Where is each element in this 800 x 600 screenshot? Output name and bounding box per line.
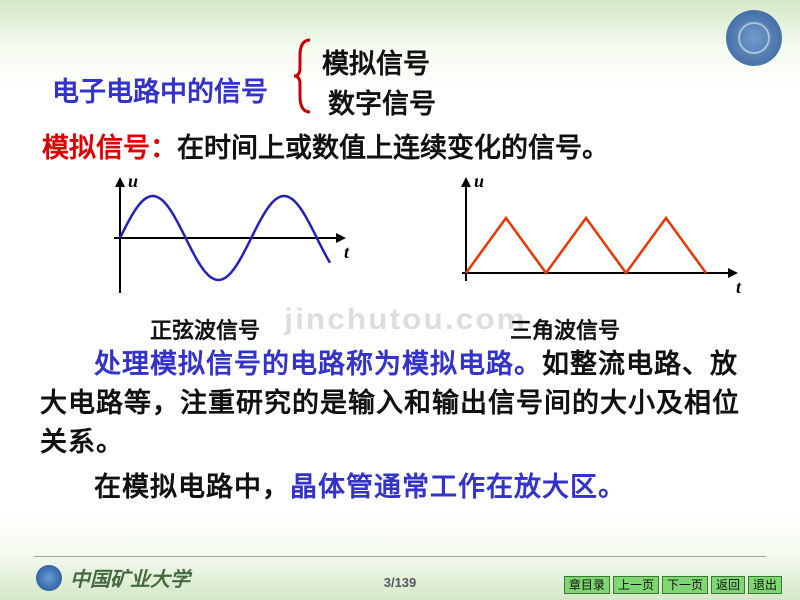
nav-next-button[interactable]: 下一页 — [662, 576, 708, 594]
para2-pre: 在模拟电路中， — [94, 472, 290, 502]
paragraph-2: 在模拟电路中，晶体管通常工作在放大区。 — [40, 468, 760, 507]
nav-toc-button[interactable]: 章目录 — [564, 576, 610, 594]
svg-text:t: t — [736, 277, 742, 297]
signal-heading: 电子电路中的信号 — [52, 70, 268, 109]
svg-text:u: u — [128, 173, 138, 191]
nav-bar: 章目录 上一页 下一页 返回 退出 — [564, 576, 782, 594]
svg-text:u: u — [474, 173, 484, 191]
sine-caption: 正弦波信号 — [150, 313, 260, 345]
nav-back-button[interactable]: 返回 — [711, 576, 745, 594]
svg-text:t: t — [344, 242, 350, 262]
para2-emphasis: 晶体管通常工作在放大区。 — [290, 472, 626, 502]
curly-brace — [294, 38, 314, 114]
definition-term: 模拟信号： — [42, 133, 177, 163]
slide-content: 电子电路中的信号 模拟信号 数字信号 模拟信号：在时间上或数值上连续变化的信号。… — [40, 40, 760, 508]
footer-divider — [34, 556, 766, 557]
nav-prev-button[interactable]: 上一页 — [613, 576, 659, 594]
page-number: 3/139 — [384, 575, 417, 590]
definition-body: 在时间上或数值上连续变化的信号。 — [177, 133, 609, 163]
watermark: jinchutou.com — [284, 303, 527, 337]
sine-wave-chart: ut — [90, 173, 360, 303]
analog-signal-label: 模拟信号 — [322, 42, 430, 81]
waveform-charts: ut ut 正弦波信号 三角波信号 jinchutou.com — [40, 173, 760, 343]
para1-emphasis: 处理模拟信号的电路称为模拟电路。 — [94, 349, 542, 379]
university-name: 中国矿业大学 — [70, 563, 190, 592]
footer-logo-icon — [36, 565, 62, 591]
nav-exit-button[interactable]: 退出 — [748, 576, 782, 594]
triangle-caption: 三角波信号 — [510, 313, 620, 345]
signal-types-line: 电子电路中的信号 模拟信号 数字信号 — [40, 40, 760, 120]
digital-signal-label: 数字信号 — [328, 82, 436, 121]
analog-definition: 模拟信号：在时间上或数值上连续变化的信号。 — [42, 126, 760, 165]
paragraph-1: 处理模拟信号的电路称为模拟电路。如整流电路、放大电路等，注重研究的是输入和输出信… — [40, 345, 760, 462]
slide-footer: 中国矿业大学 3/139 章目录 上一页 下一页 返回 退出 — [0, 562, 800, 600]
triangle-wave-chart: ut — [440, 173, 750, 303]
footer-branding: 中国矿业大学 — [36, 563, 190, 592]
